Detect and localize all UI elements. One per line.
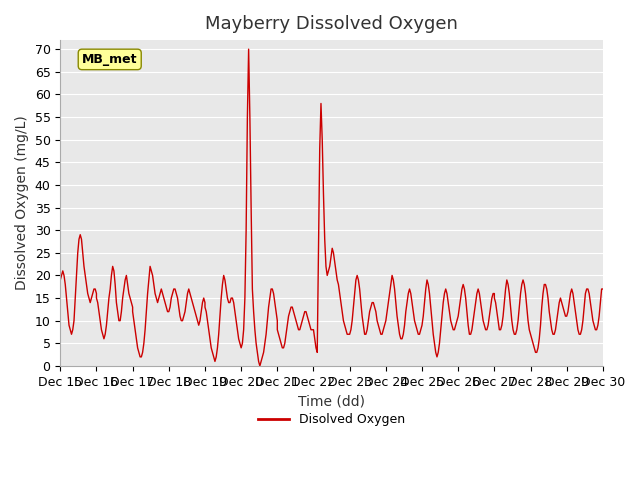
Y-axis label: Dissolved Oxygen (mg/L): Dissolved Oxygen (mg/L) [15, 116, 29, 290]
X-axis label: Time (dd): Time (dd) [298, 394, 365, 408]
Title: Mayberry Dissolved Oxygen: Mayberry Dissolved Oxygen [205, 15, 458, 33]
Text: MB_met: MB_met [82, 53, 138, 66]
Legend: Disolved Oxygen: Disolved Oxygen [253, 408, 410, 432]
